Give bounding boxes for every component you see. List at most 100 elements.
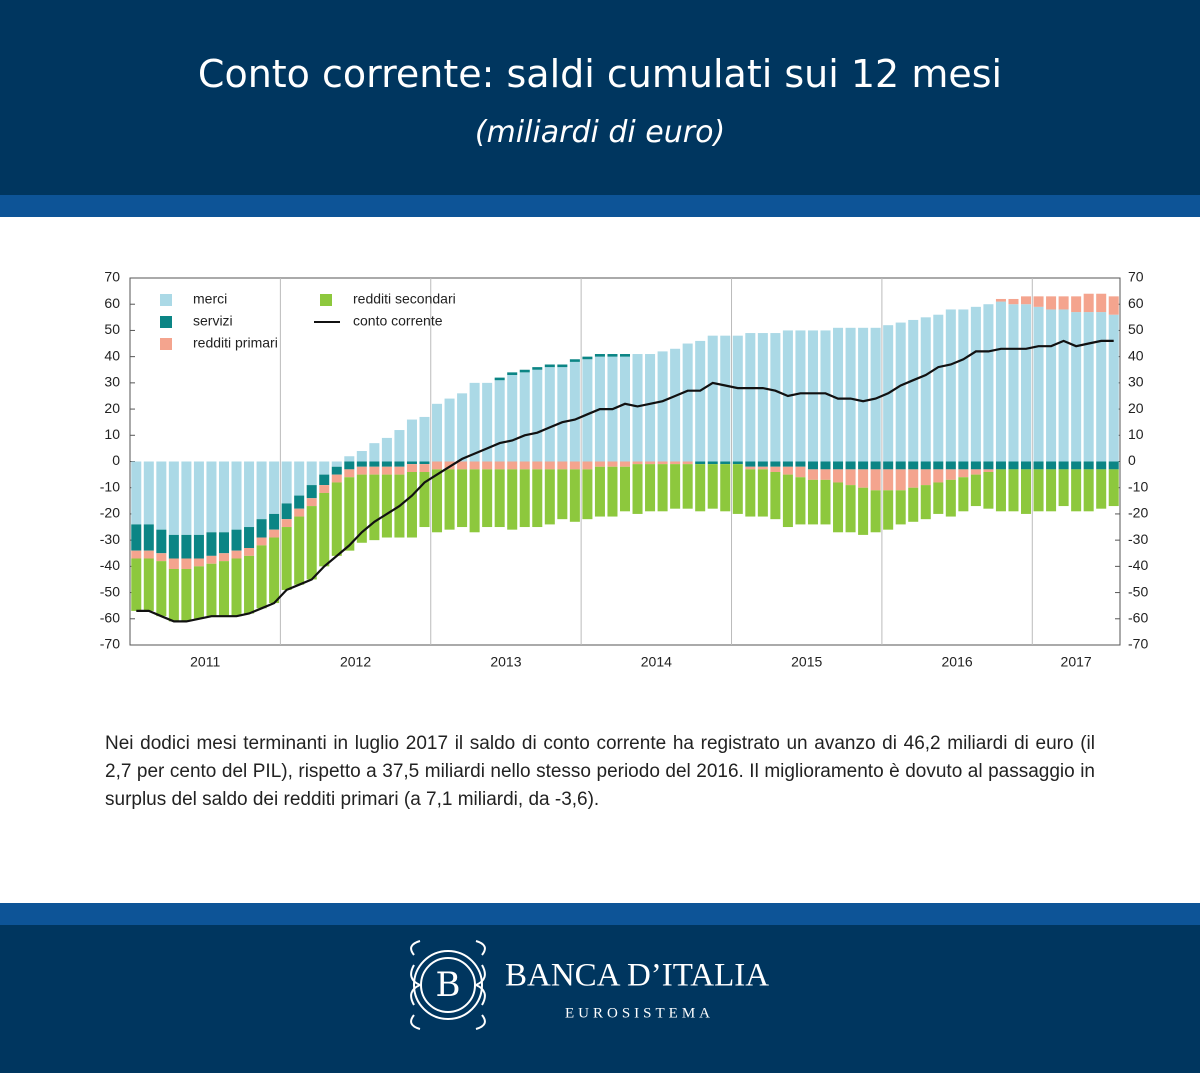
bar-segment [795, 477, 806, 525]
bar-segment [1058, 296, 1069, 310]
bar-segment [770, 466, 781, 472]
bar-segment [519, 469, 530, 528]
bar-segment [895, 322, 906, 462]
bar-segment [1096, 469, 1107, 509]
bar-segment [1033, 469, 1044, 512]
bar-segment [895, 490, 906, 525]
header: Conto corrente: saldi cumulati sui 12 me… [0, 0, 1200, 195]
bar-segment [269, 513, 280, 530]
bar-segment [168, 534, 179, 559]
y-tick-label: 50 [104, 321, 120, 337]
bar-segment [244, 461, 255, 528]
bar-segment [544, 469, 555, 525]
bar-segment [870, 327, 881, 462]
bar-segment [820, 479, 831, 525]
bar-segment [745, 461, 756, 467]
bar-segment [444, 469, 455, 530]
bar-segment [494, 380, 505, 462]
bar-segment [569, 469, 580, 522]
bar-segment [983, 471, 994, 509]
bar-segment [1083, 469, 1094, 512]
logo: B BANCA D’ITALIA EUROSISTEMA [410, 940, 769, 1030]
bar-segment [670, 348, 681, 462]
bar-segment [181, 534, 192, 559]
bar-segment [306, 485, 317, 499]
y-tick-label: 0 [112, 452, 120, 468]
bar-segment [845, 485, 856, 533]
bar-segment [908, 319, 919, 462]
bar-segment [607, 354, 618, 357]
bar-segment [156, 561, 167, 617]
bar-segment [1108, 314, 1119, 462]
bar-segment [494, 461, 505, 470]
bar-segment [269, 537, 280, 604]
bar-segment [193, 534, 204, 559]
bar-segment [544, 461, 555, 470]
bar-segment [657, 351, 668, 462]
bar-segment [695, 461, 706, 465]
bar-segment [1021, 296, 1032, 305]
bar-segment [945, 309, 956, 462]
bar-segment [883, 490, 894, 530]
bar-segment [895, 461, 906, 470]
bar-segment [607, 466, 618, 517]
legend-swatch [160, 316, 172, 328]
bar-segment [469, 469, 480, 533]
bar-segment [294, 461, 305, 496]
bar-segment [757, 461, 768, 467]
bar-segment [632, 354, 643, 462]
bar-segment [1058, 309, 1069, 462]
bar-segment [256, 519, 267, 538]
bar-segment [369, 461, 380, 467]
legend-label: servizi [193, 313, 233, 329]
y2-tick-label: -10 [1128, 478, 1148, 494]
bar-segment [344, 461, 355, 470]
bar-segment [231, 529, 242, 551]
bar-segment [193, 566, 204, 619]
bar-segment [1021, 469, 1032, 514]
legend-swatch [320, 294, 332, 306]
bar-segment [406, 461, 417, 465]
title: Conto corrente: saldi cumulati sui 12 me… [197, 52, 1003, 96]
bar-segment [820, 461, 831, 470]
bar-segment [457, 469, 468, 528]
x-tick-label: 2015 [791, 654, 822, 670]
bar-segment [1108, 461, 1119, 470]
y2-tick-label: 60 [1128, 295, 1144, 311]
bar-segment [833, 482, 844, 533]
bar-segment [156, 529, 167, 554]
y-tick-label: -10 [100, 478, 120, 494]
y2-tick-label: -20 [1128, 505, 1148, 521]
bar-segment [958, 461, 969, 470]
tagline: EUROSISTEMA [565, 1005, 714, 1021]
bar-segment [757, 466, 768, 470]
bar-segment [156, 461, 167, 530]
bar-segment [281, 503, 292, 520]
bar-segment [657, 464, 668, 512]
bar-segment [369, 474, 380, 541]
bar-segment [331, 474, 342, 483]
bar-segment [306, 498, 317, 507]
y-tick-label: 40 [104, 347, 120, 363]
bar-segment [632, 461, 643, 465]
bar-segment [218, 553, 229, 562]
legend-label: merci [193, 291, 227, 307]
bar-segment [770, 461, 781, 467]
bar-segment [807, 330, 818, 462]
bar-segment [331, 482, 342, 556]
bar-segment [281, 519, 292, 528]
bar-segment [319, 474, 330, 486]
bar-segment [193, 558, 204, 567]
y2-tick-label: 30 [1128, 374, 1144, 390]
bar-segment [995, 298, 1006, 302]
bar-segment [782, 466, 793, 475]
bar-segment [406, 464, 417, 472]
bar-segment [908, 469, 919, 488]
bar-segment [958, 309, 969, 462]
bar-segment [206, 461, 217, 533]
bar-segment [419, 471, 430, 528]
bar-segment [131, 558, 142, 611]
bar-segment [870, 490, 881, 533]
bar-segment [507, 374, 518, 462]
bar-segment [833, 327, 844, 462]
